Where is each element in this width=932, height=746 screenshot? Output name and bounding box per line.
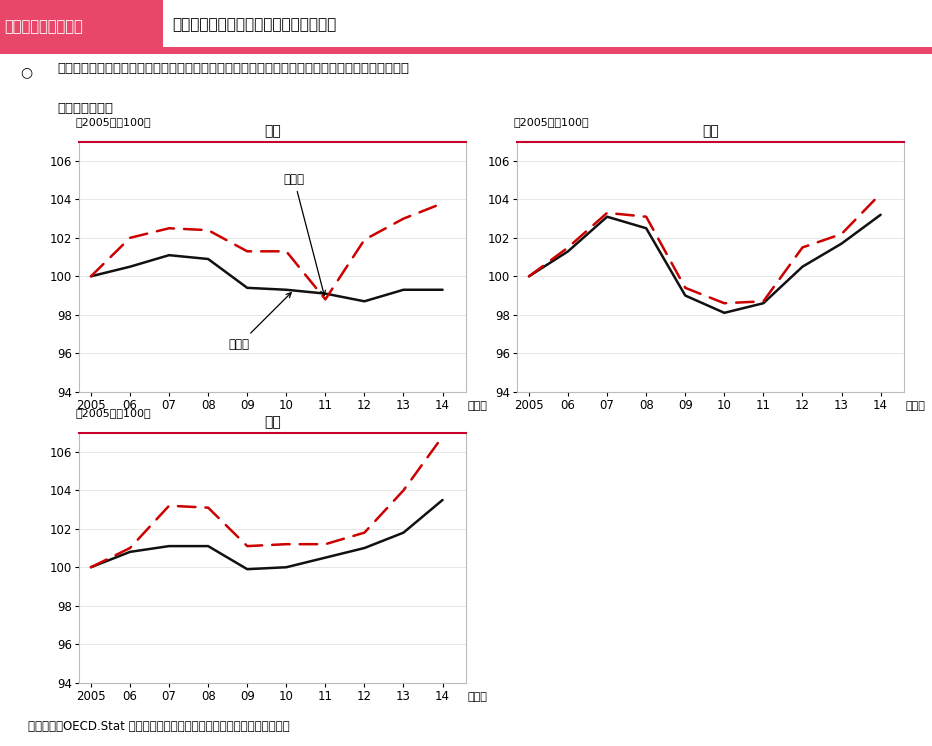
- Text: （年）: （年）: [468, 692, 487, 702]
- Bar: [163, 47, 932, 54]
- Title: 英国: 英国: [265, 415, 281, 429]
- Title: 日本: 日本: [265, 124, 281, 138]
- Text: （年）: （年）: [468, 401, 487, 411]
- Text: 第３－（３）－５図: 第３－（３）－５図: [5, 19, 83, 34]
- Text: 我が国では、雇用者数の伸びが就業者数の伸びに比べて大きくなっており、雇用によらない働き方: 我が国では、雇用者数の伸びが就業者数の伸びに比べて大きくなっており、雇用によらな…: [58, 61, 410, 75]
- Text: は伸びてない。: は伸びてない。: [58, 102, 114, 116]
- Bar: [163, 0, 932, 47]
- Text: 雇用者: 雇用者: [283, 173, 325, 295]
- Text: （2005年＝100）: （2005年＝100）: [75, 116, 151, 127]
- Text: ○: ○: [21, 66, 33, 80]
- Text: 雇用によらない働き方の状況（日米英）: 雇用によらない働き方の状況（日米英）: [172, 16, 336, 31]
- Text: 就業者: 就業者: [229, 292, 291, 351]
- Text: （2005年＝100）: （2005年＝100）: [514, 116, 589, 127]
- Text: （年）: （年）: [906, 401, 925, 411]
- Bar: [0, 0, 163, 54]
- Text: （2005年＝100）: （2005年＝100）: [75, 407, 151, 418]
- Title: 米国: 米国: [703, 124, 719, 138]
- Text: 資料出所　OECD.Stat をもとに厘生労働省労働政策担当参事官室にて作成: 資料出所 OECD.Stat をもとに厘生労働省労働政策担当参事官室にて作成: [28, 720, 290, 733]
